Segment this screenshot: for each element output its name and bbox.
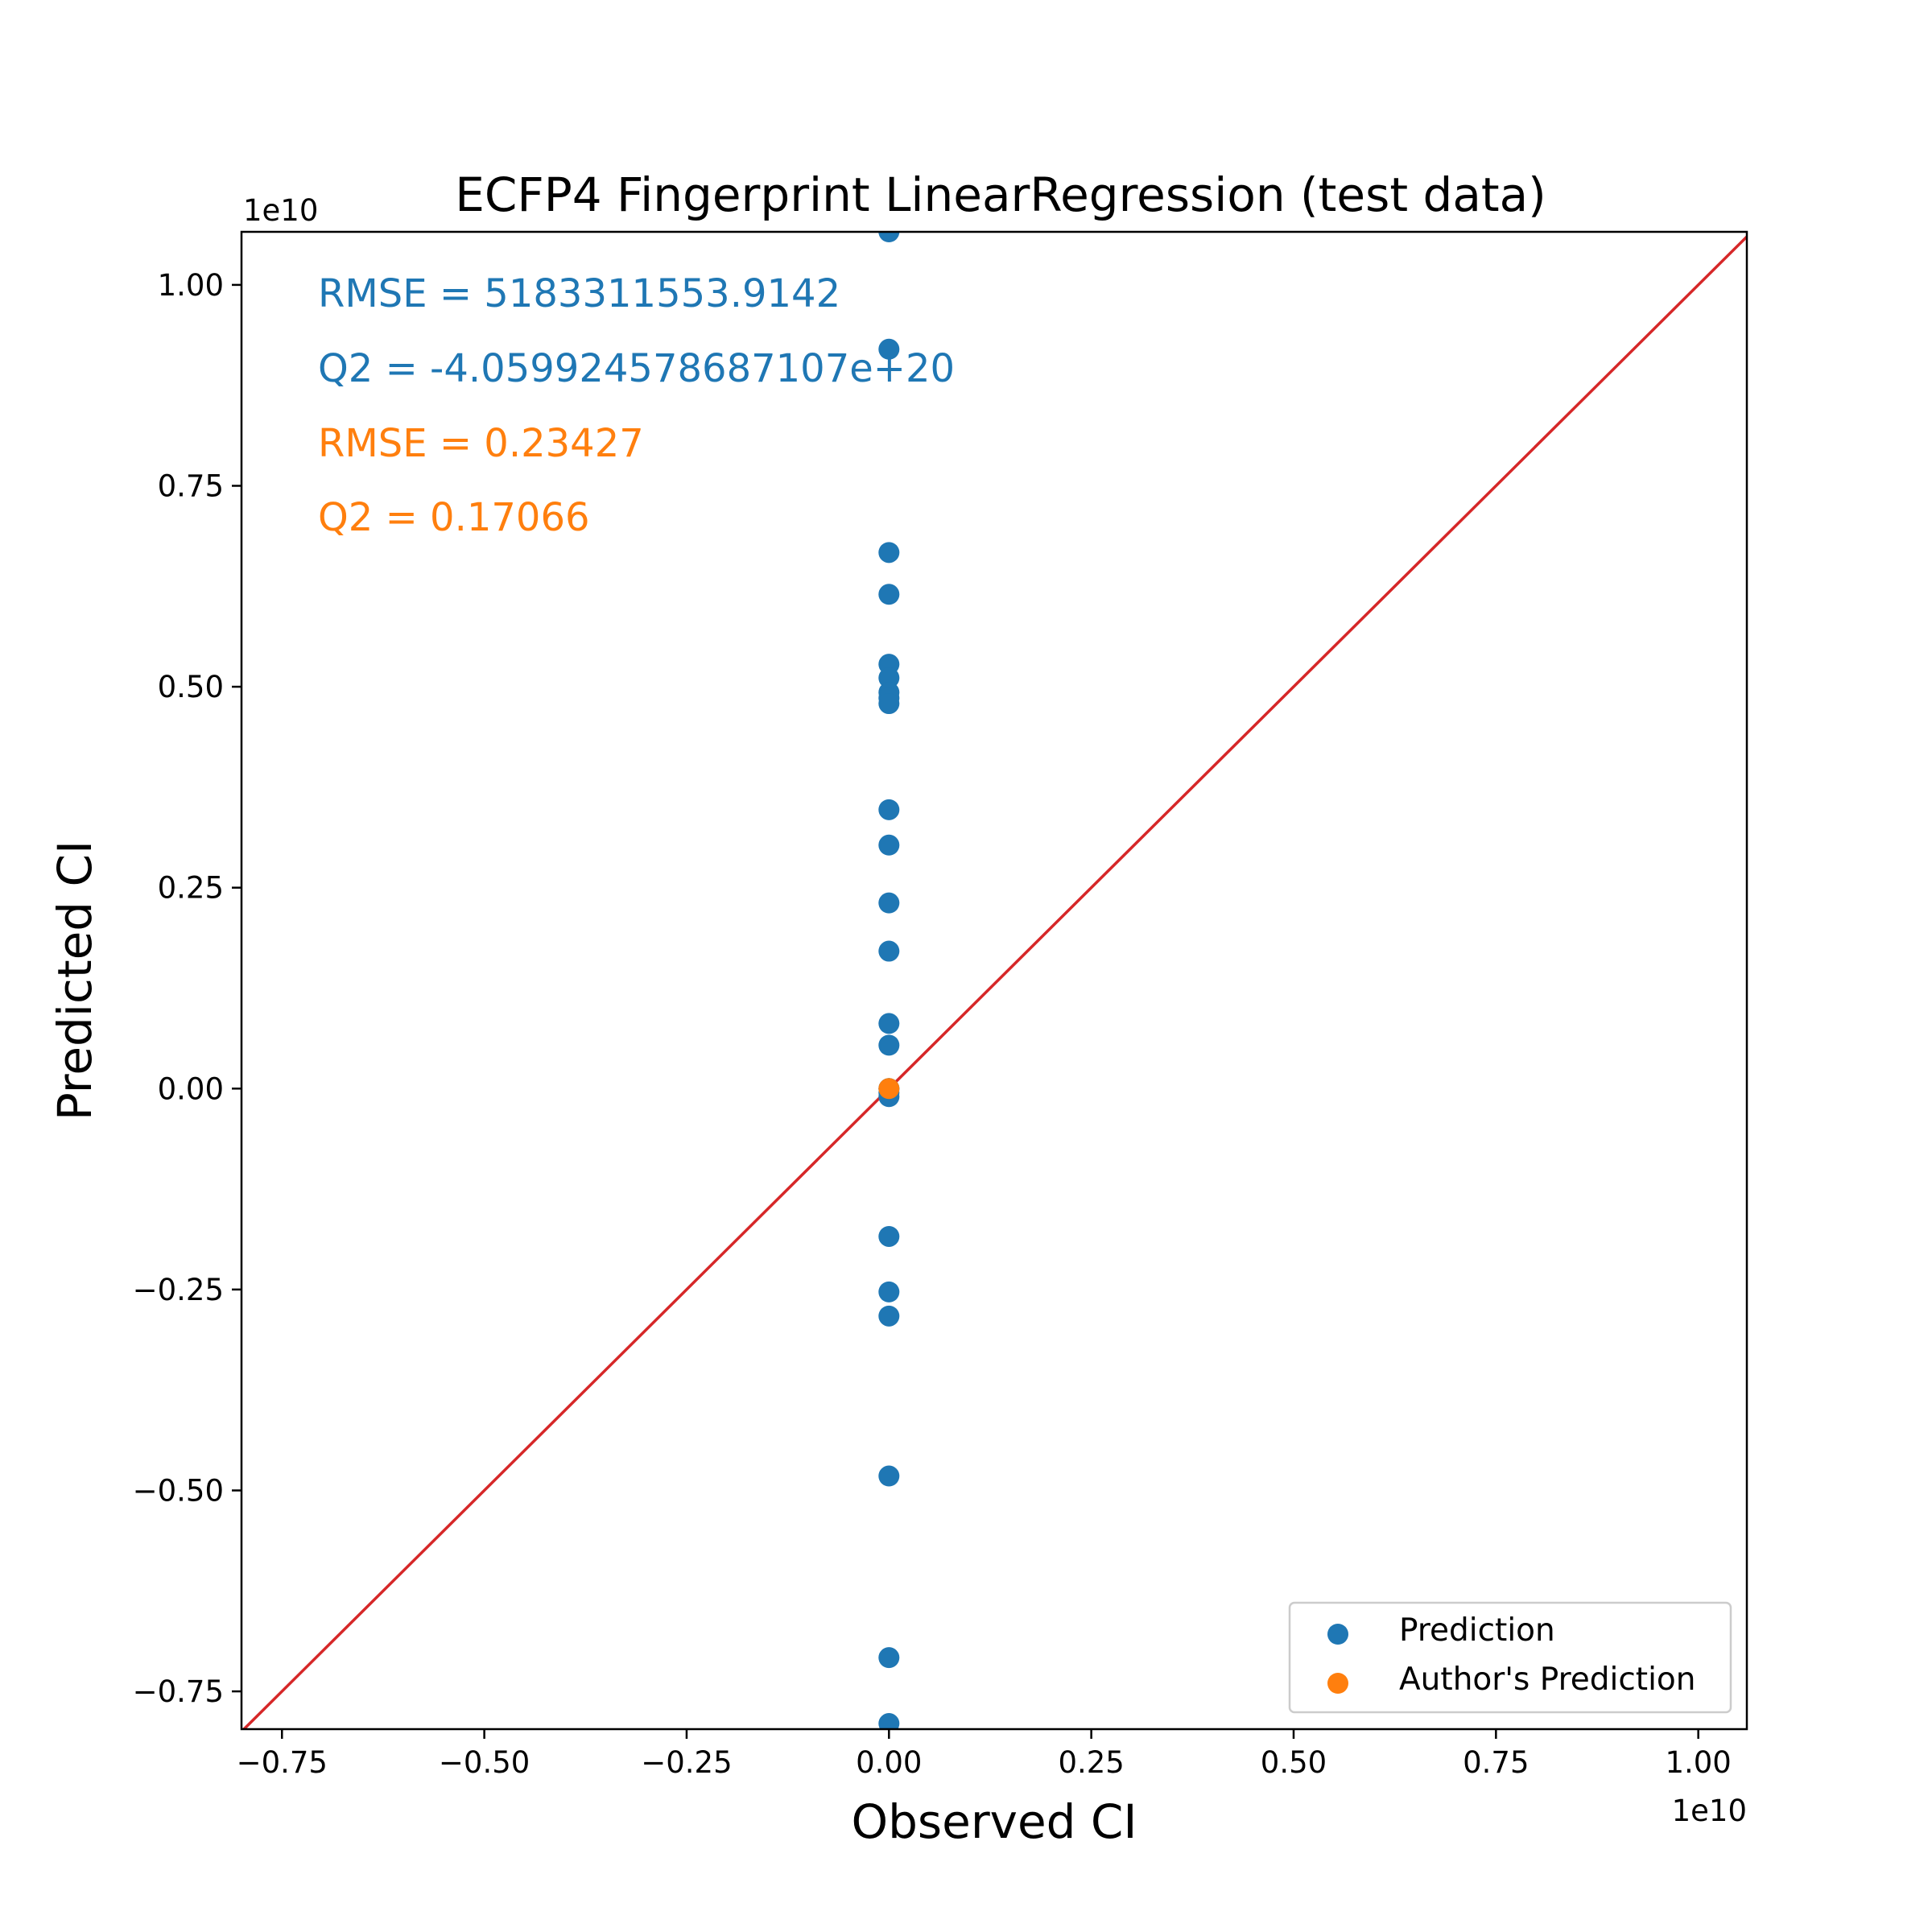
y-tick-label: 0.25: [158, 871, 224, 906]
x-tick-label: 0.00: [856, 1745, 922, 1780]
prediction-point: [878, 940, 900, 962]
prediction-point: [878, 1281, 900, 1302]
x-tick-label: 0.25: [1058, 1745, 1124, 1780]
author-prediction-point: [878, 1078, 900, 1100]
annotation-rmse-prediction: RMSE = 5183311553.9142: [318, 271, 840, 316]
prediction-point: [878, 667, 900, 689]
legend-marker-authors-prediction: [1327, 1673, 1348, 1694]
prediction-point: [878, 693, 900, 715]
legend-label-authors-prediction: Author's Prediction: [1399, 1662, 1695, 1698]
y-tick-label: −0.25: [133, 1273, 224, 1307]
legend-marker-prediction: [1327, 1624, 1348, 1645]
x-tick-label: −0.50: [439, 1745, 530, 1780]
annotation-q2-author: Q2 = 0.17066: [318, 495, 590, 540]
y-tick-label: −0.50: [133, 1473, 224, 1508]
y-tick-label: 0.75: [158, 469, 224, 503]
legend: Prediction Author's Prediction: [1288, 1601, 1732, 1714]
legend-label-prediction: Prediction: [1399, 1612, 1555, 1649]
y-tick-label: 1.00: [158, 268, 224, 303]
prediction-point: [878, 892, 900, 914]
x-axis-ticks: −0.75 −0.50 −0.25 0.00 0.25 0.50 0.75 1.00: [237, 1729, 1732, 1780]
x-offset-label: 1e10: [1672, 1794, 1747, 1828]
prediction-point: [878, 232, 900, 242]
x-tick-label: −0.25: [641, 1745, 732, 1780]
x-axis-label: Observed CI: [851, 1794, 1137, 1849]
prediction-point: [878, 1713, 900, 1729]
reference-line: [242, 235, 1747, 1729]
y-offset-label: 1e10: [243, 193, 318, 228]
prediction-point: [878, 834, 900, 856]
chart-title: ECFP4 Fingerprint LinearRegression (test…: [455, 167, 1546, 222]
y-tick-label: 0.00: [158, 1071, 224, 1106]
prediction-point: [878, 1034, 900, 1056]
annotation-rmse-author: RMSE = 0.23427: [318, 421, 644, 466]
legend-box: [1288, 1601, 1732, 1714]
plot-area: [242, 232, 1747, 1729]
prediction-point: [878, 1013, 900, 1034]
prediction-point: [878, 1305, 900, 1327]
x-tick-label: 0.75: [1463, 1745, 1529, 1780]
y-axis-ticks: −0.75 −0.50 −0.25 0.00 0.25 0.50 0.75 1.00: [133, 268, 242, 1709]
annotation-q2-prediction: Q2 = -4.059924578687107e+20: [318, 346, 955, 391]
prediction-point: [878, 542, 900, 564]
prediction-point: [878, 584, 900, 605]
series-0: [878, 232, 900, 1729]
annotations: RMSE = 5183311553.9142 Q2 = -4.059924578…: [318, 271, 955, 540]
y-tick-label: 0.50: [158, 670, 224, 704]
x-tick-label: 1.00: [1665, 1745, 1731, 1780]
prediction-point: [878, 338, 900, 360]
x-tick-label: −0.75: [237, 1745, 328, 1780]
prediction-point: [878, 1647, 900, 1669]
prediction-point: [878, 1465, 900, 1487]
plot-frame: [240, 230, 1748, 1731]
y-tick-label: −0.75: [133, 1674, 224, 1709]
prediction-point: [878, 799, 900, 820]
prediction-point: [878, 1225, 900, 1247]
x-tick-label: 0.50: [1261, 1745, 1327, 1780]
series-1: [878, 1078, 900, 1100]
y-axis-label: Predicted CI: [47, 840, 102, 1121]
